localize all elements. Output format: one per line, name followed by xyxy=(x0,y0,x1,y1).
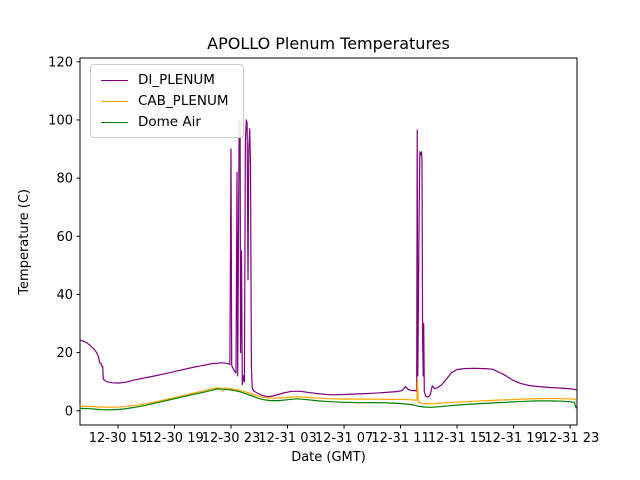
chart-title: APOLLO Plenum Temperatures xyxy=(207,34,450,53)
y-tick-label: 60 xyxy=(56,230,73,245)
y-tick-label: 20 xyxy=(56,346,73,361)
plot-frame xyxy=(79,57,578,426)
series-line-cab-plenum xyxy=(79,378,578,408)
x-tick-label: 12-30 23 xyxy=(202,431,260,446)
x-tick-label: 12-31 03 xyxy=(258,431,316,446)
legend-label: DI_PLENUM xyxy=(138,72,215,88)
x-tick-label: 12-31 07 xyxy=(315,431,373,446)
legend-label: CAB_PLENUM xyxy=(138,93,229,109)
y-tick-label: 0 xyxy=(65,404,73,419)
legend-entry-di-plenum: DI_PLENUM xyxy=(101,73,229,87)
legend-entry-cab-plenum: CAB_PLENUM xyxy=(101,94,229,108)
series-line-di-plenum xyxy=(79,119,578,398)
legend-line-icon xyxy=(101,100,128,102)
x-axis-label: Date (GMT) xyxy=(291,450,366,465)
x-tick-label: 12-31 23 xyxy=(541,431,599,446)
legend-line-icon xyxy=(101,79,128,81)
y-tick-label: 120 xyxy=(48,55,73,70)
legend: DI_PLENUM CAB_PLENUM Dome Air xyxy=(90,64,244,138)
series-line-dome-air xyxy=(79,388,577,411)
legend-line-icon xyxy=(101,121,128,123)
x-tick-label: 12-31 15 xyxy=(428,431,486,446)
x-tick-label: 12-31 11 xyxy=(371,431,429,446)
y-tick-label: 80 xyxy=(56,172,73,187)
x-tick-label: 12-30 19 xyxy=(145,431,203,446)
y-tick-label: 100 xyxy=(48,113,73,128)
legend-entry-dome-air: Dome Air xyxy=(101,115,229,129)
y-tick-label: 40 xyxy=(56,288,73,303)
legend-label: Dome Air xyxy=(138,114,201,130)
x-tick-label: 12-30 15 xyxy=(89,431,147,446)
x-tick-label: 12-31 19 xyxy=(484,431,542,446)
